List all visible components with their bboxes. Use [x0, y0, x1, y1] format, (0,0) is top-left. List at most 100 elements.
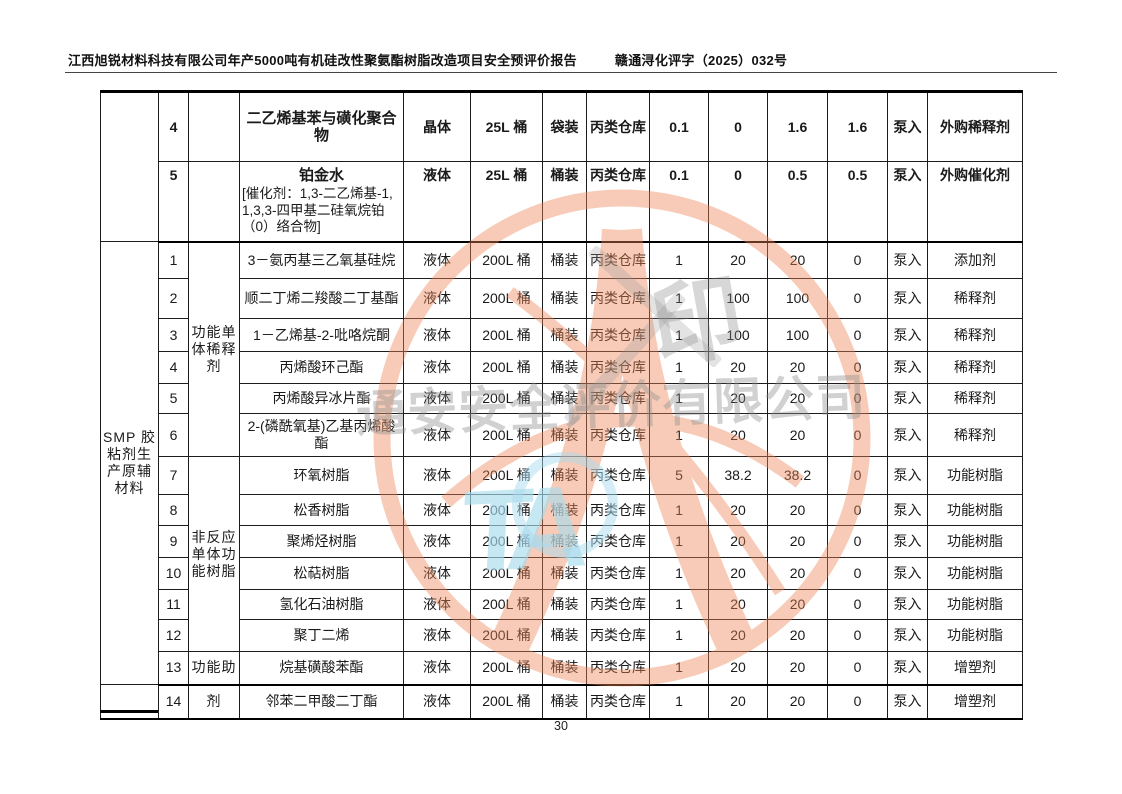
- cell-method: 泵入: [887, 684, 928, 720]
- cell-qty-3: 38.2: [767, 456, 828, 495]
- header-divider: [65, 72, 1057, 73]
- cell-qty-1: 1: [649, 494, 709, 526]
- cell-qty-3: 1.6: [767, 91, 828, 162]
- cell-qty-4: 0: [827, 557, 888, 590]
- cell-qty-2: 20: [708, 619, 768, 652]
- cell-container: 200L 桶: [470, 589, 543, 620]
- cell-material-name: 二乙烯基苯与磺化聚合物: [239, 91, 404, 162]
- table-row: 5 铂金水 [催化剂：1,3-二乙烯基-1,1,3,3-四甲基二硅氧烷铂（0）络…: [101, 161, 1023, 243]
- cell-serial: 4: [158, 91, 189, 162]
- cell-warehouse: 丙类仓库: [586, 525, 650, 558]
- cell-category: 功能单体稀释剂: [188, 241, 240, 457]
- cell-qty-4: 0: [827, 456, 888, 495]
- cell-group-empty: [100, 91, 159, 242]
- cell-qty-2: 20: [708, 351, 768, 384]
- cell-qty-1: 1: [649, 318, 709, 352]
- cell-material-name: 丙烯酸异冰片酯: [239, 383, 404, 414]
- cell-qty-3: 20: [767, 589, 828, 620]
- cell-qty-3: 20: [767, 619, 828, 652]
- cell-material-name: 顺二丁烯二羧酸二丁基酯: [239, 278, 404, 319]
- cell-qty-2: 38.2: [708, 456, 768, 495]
- cell-qty-2: 100: [708, 318, 768, 352]
- cell-serial: 7: [158, 456, 189, 495]
- cell-method: 泵入: [887, 589, 928, 620]
- cell-container: 25L 桶: [470, 91, 543, 162]
- cell-warehouse: 丙类仓库: [586, 494, 650, 526]
- cell-qty-4: 0: [827, 619, 888, 652]
- materials-table: 4 二乙烯基苯与磺化聚合物 晶体 25L 桶 袋装 丙类仓库 0.1 0 1.6…: [100, 90, 1023, 720]
- cell-qty-2: 0: [708, 91, 768, 162]
- table-row: 4 二乙烯基苯与磺化聚合物 晶体 25L 桶 袋装 丙类仓库 0.1 0 1.6…: [100, 91, 1023, 242]
- cell-qty-4: 0: [827, 383, 888, 414]
- cell-container: 200L 桶: [470, 318, 543, 352]
- cell-warehouse: 丙类仓库: [586, 318, 650, 352]
- cell-container: 200L 桶: [470, 456, 543, 495]
- cell-packing: 桶装: [542, 589, 587, 620]
- cell-packing: 桶装: [542, 383, 587, 414]
- cell-packing: 桶装: [542, 278, 587, 319]
- cell-serial: 13: [158, 651, 189, 686]
- cell-qty-2: 20: [708, 525, 768, 558]
- cell-material-name: 丙烯酸环己酯: [239, 351, 404, 384]
- document-number: 赣通浔化评字（2025）032号: [614, 53, 788, 68]
- cell-warehouse: 丙类仓库: [586, 383, 650, 414]
- cell-method: 泵入: [887, 278, 928, 319]
- cell-packing: 袋装: [542, 91, 587, 162]
- cell-serial: 9: [158, 525, 189, 558]
- cell-use: 功能树脂: [927, 589, 1023, 620]
- cell-warehouse: 丙类仓库: [586, 456, 650, 495]
- cell-qty-2: 0: [708, 161, 768, 243]
- cell-method: 泵入: [887, 351, 928, 384]
- cell-use: 稀释剂: [927, 413, 1023, 457]
- cell-method: 泵入: [887, 318, 928, 352]
- cell-form: 液体: [403, 413, 471, 457]
- cell-qty-2: 20: [708, 413, 768, 457]
- cell-qty-1: 0.1: [649, 91, 709, 162]
- cell-packing: 桶装: [542, 161, 587, 243]
- table-row: 2 顺二丁烯二羧酸二丁基酯 液体 200L 桶 桶装 丙类仓库 1 100 10…: [101, 278, 1023, 319]
- cell-qty-2: 20: [708, 589, 768, 620]
- cell-form: 液体: [403, 383, 471, 414]
- cell-material-name: 2-(磷酰氧基)乙基丙烯酸酯: [239, 413, 404, 457]
- cell-qty-4: 0: [827, 351, 888, 384]
- cell-packing: 桶装: [542, 241, 587, 279]
- table-row: 12 聚丁二烯 液体 200L 桶 桶装 丙类仓库 1 20 20 0 泵入 功…: [101, 619, 1023, 652]
- cell-serial: 2: [158, 278, 189, 319]
- cell-qty-1: 1: [649, 413, 709, 457]
- table-row: 6 2-(磷酰氧基)乙基丙烯酸酯 液体 200L 桶 桶装 丙类仓库 1 20 …: [101, 413, 1023, 457]
- table-row: 9 聚烯烃树脂 液体 200L 桶 桶装 丙类仓库 1 20 20 0 泵入 功…: [101, 525, 1023, 558]
- cell-qty-2: 20: [708, 383, 768, 414]
- cell-method: 泵入: [887, 383, 928, 414]
- cell-use: 增塑剂: [927, 651, 1023, 686]
- cell-category: 剂: [188, 684, 240, 720]
- cell-method: 泵入: [887, 413, 928, 457]
- cell-container: 200L 桶: [470, 413, 543, 457]
- cell-warehouse: 丙类仓库: [586, 684, 650, 720]
- cell-form: 液体: [403, 318, 471, 352]
- cell-form: 液体: [403, 651, 471, 686]
- cell-form: 液体: [403, 241, 471, 279]
- cell-use: 稀释剂: [927, 351, 1023, 384]
- cell-container: 200L 桶: [470, 525, 543, 558]
- table-row: 14 剂 邻苯二甲酸二丁酯 液体 200L 桶 桶装 丙类仓库 1 20 20 …: [100, 684, 1023, 720]
- cell-method: 泵入: [887, 651, 928, 686]
- cell-packing: 桶装: [542, 619, 587, 652]
- cell-qty-3: 20: [767, 494, 828, 526]
- cell-use: 功能树脂: [927, 525, 1023, 558]
- cell-serial: 5: [158, 161, 189, 243]
- cell-method: 泵入: [887, 91, 928, 162]
- cell-warehouse: 丙类仓库: [586, 161, 650, 243]
- cell-method: 泵入: [887, 456, 928, 495]
- cell-use: 稀释剂: [927, 278, 1023, 319]
- cell-warehouse: 丙类仓库: [586, 351, 650, 384]
- cell-qty-2: 20: [708, 684, 768, 720]
- cell-qty-4: 0.5: [827, 161, 888, 243]
- cell-method: 泵入: [887, 525, 928, 558]
- cell-qty-1: 1: [649, 351, 709, 384]
- cell-container: 200L 桶: [470, 684, 543, 720]
- cell-packing: 桶装: [542, 318, 587, 352]
- cell-serial: 11: [158, 589, 189, 620]
- cell-use: 外购稀释剂: [927, 91, 1023, 162]
- report-title: 江西旭锐材料科技有限公司年产5000吨有机硅改性聚氨酯树脂改造项目安全预评价报告: [68, 53, 577, 68]
- cell-material-name: 聚丁二烯: [239, 619, 404, 652]
